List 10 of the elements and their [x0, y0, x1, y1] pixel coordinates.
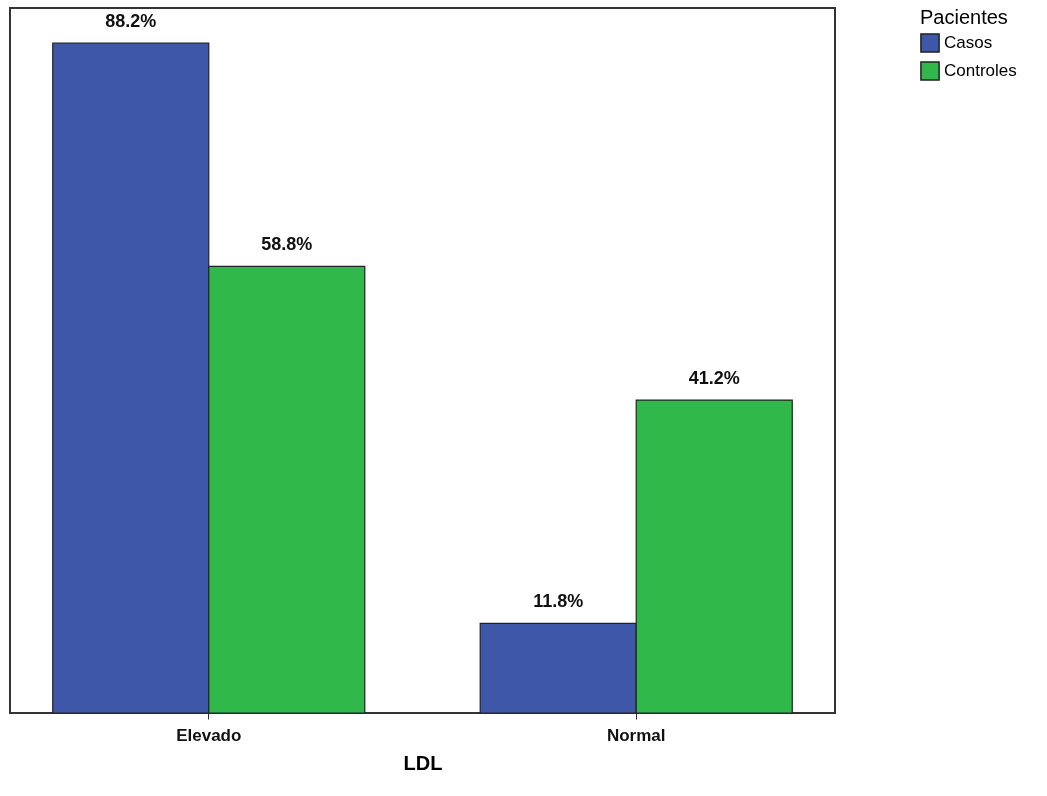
data-label: 11.8% [533, 591, 584, 612]
legend-label: Controles [944, 61, 1017, 80]
legend-title: Pacientes [920, 6, 1008, 28]
x-axis-title: LDL [403, 751, 443, 774]
x-tick-label: Normal [606, 725, 666, 745]
x-tick-label: Elevado [176, 725, 242, 745]
data-label: 58.8% [261, 234, 313, 255]
legend-label: Casos [944, 33, 993, 52]
data-label: 88.2% [105, 11, 157, 31]
data-label: 41.2% [688, 368, 740, 389]
